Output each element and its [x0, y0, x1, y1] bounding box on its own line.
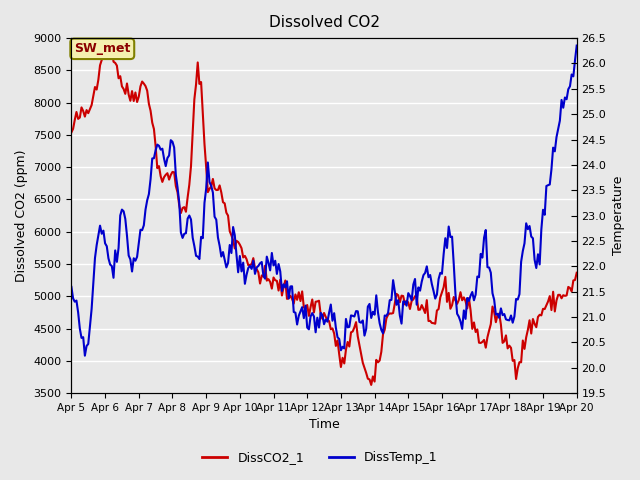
- X-axis label: Time: Time: [308, 419, 339, 432]
- Y-axis label: Dissolved CO2 (ppm): Dissolved CO2 (ppm): [15, 149, 28, 282]
- Legend: DissCO2_1, DissTemp_1: DissCO2_1, DissTemp_1: [197, 446, 443, 469]
- Text: SW_met: SW_met: [74, 42, 131, 55]
- Title: Dissolved CO2: Dissolved CO2: [269, 15, 380, 30]
- Y-axis label: Temperature: Temperature: [612, 176, 625, 255]
